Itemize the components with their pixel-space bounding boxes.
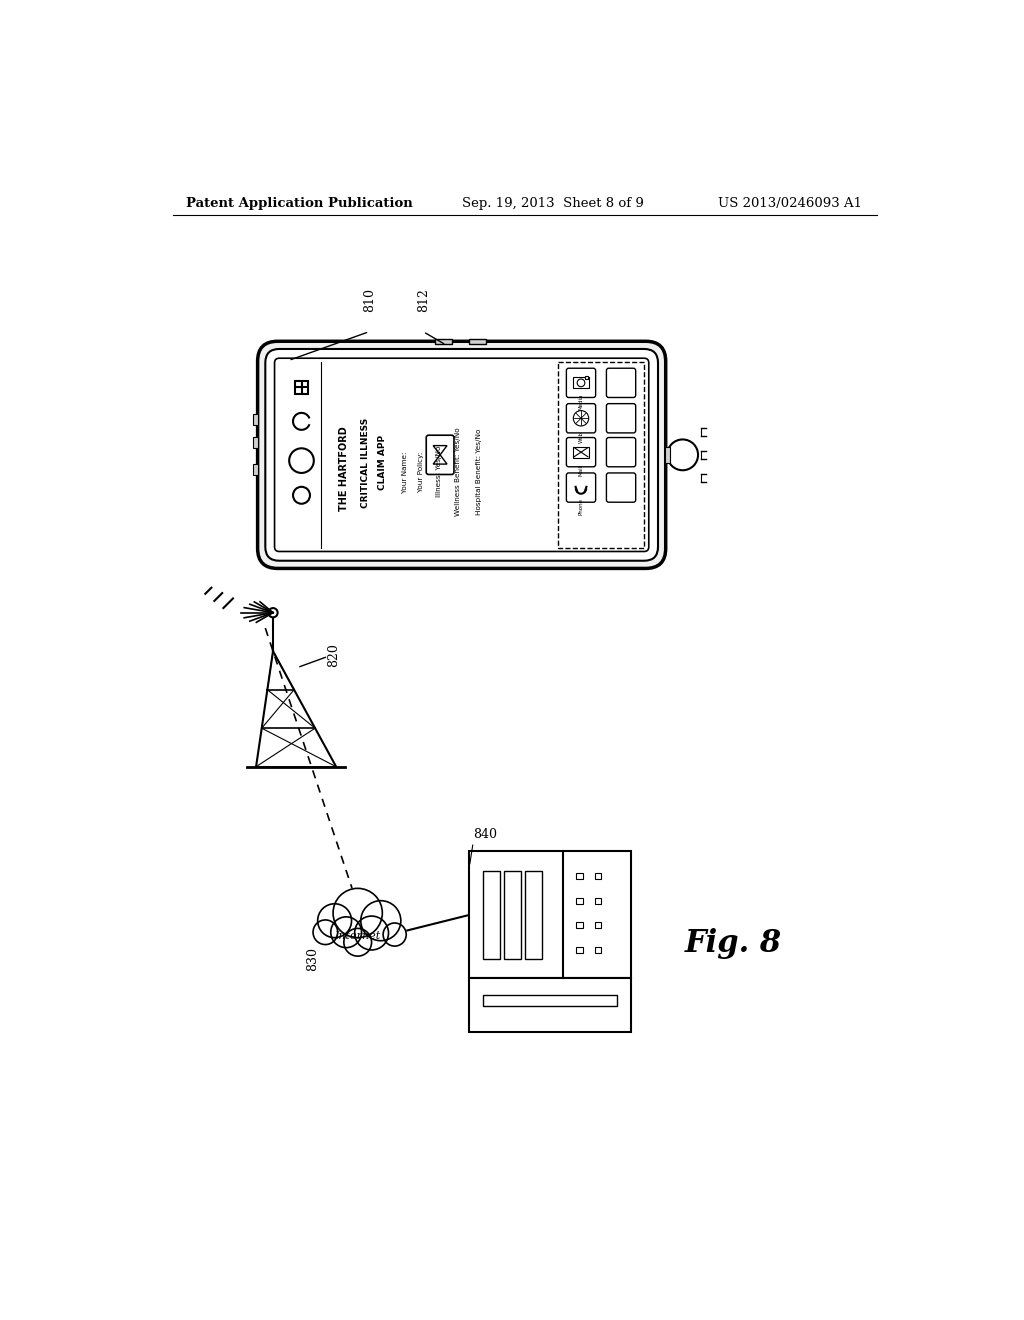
Text: 810: 810 <box>362 288 376 313</box>
FancyBboxPatch shape <box>265 348 658 561</box>
Text: US 2013/0246093 A1: US 2013/0246093 A1 <box>718 197 862 210</box>
Bar <box>295 380 308 395</box>
Bar <box>483 995 617 1006</box>
Bar <box>469 851 631 978</box>
FancyBboxPatch shape <box>566 368 596 397</box>
Text: Web: Web <box>579 430 584 442</box>
Text: 820: 820 <box>327 643 340 667</box>
Text: 812: 812 <box>417 289 430 313</box>
Text: CLAIM APP: CLAIM APP <box>378 436 387 490</box>
Text: Phone: Phone <box>579 498 584 515</box>
Bar <box>524 871 542 960</box>
Text: Media: Media <box>579 393 584 409</box>
Bar <box>253 414 258 425</box>
Text: Internet: Internet <box>335 931 381 941</box>
Circle shape <box>383 923 407 946</box>
Text: 830: 830 <box>306 948 318 972</box>
Bar <box>577 923 583 928</box>
Bar <box>253 437 258 447</box>
Circle shape <box>268 609 278 618</box>
FancyBboxPatch shape <box>426 436 454 474</box>
Bar <box>483 871 500 960</box>
Circle shape <box>313 920 338 945</box>
Circle shape <box>354 916 388 950</box>
FancyBboxPatch shape <box>566 473 596 502</box>
Text: Fig. 8: Fig. 8 <box>685 928 782 960</box>
Bar <box>573 446 589 458</box>
Bar <box>573 378 589 388</box>
Text: Illness: Yes/No: Illness: Yes/No <box>435 446 441 498</box>
Text: Patent Application Publication: Patent Application Publication <box>186 197 413 210</box>
FancyBboxPatch shape <box>274 358 649 552</box>
Text: Your Policy:: Your Policy: <box>418 451 424 492</box>
Circle shape <box>333 888 382 937</box>
Text: Sep. 19, 2013  Sheet 8 of 9: Sep. 19, 2013 Sheet 8 of 9 <box>462 197 643 210</box>
Bar <box>504 871 521 960</box>
Bar <box>577 898 583 904</box>
Bar <box>558 362 644 548</box>
FancyBboxPatch shape <box>606 473 636 502</box>
Text: THE HARTFORD: THE HARTFORD <box>339 426 349 511</box>
Circle shape <box>344 928 372 956</box>
Bar <box>469 978 631 1032</box>
Bar <box>595 898 601 904</box>
Bar <box>469 339 486 345</box>
Bar <box>253 465 258 475</box>
FancyBboxPatch shape <box>258 342 666 569</box>
Text: Mail: Mail <box>579 465 584 477</box>
Text: Wellness Benefit: Yes/No: Wellness Benefit: Yes/No <box>455 428 461 516</box>
Bar <box>665 447 671 462</box>
Bar <box>595 946 601 953</box>
FancyBboxPatch shape <box>566 404 596 433</box>
Text: Your Name:: Your Name: <box>402 451 409 492</box>
Circle shape <box>331 917 361 948</box>
Circle shape <box>317 904 351 937</box>
FancyBboxPatch shape <box>606 404 636 433</box>
Bar <box>435 339 452 345</box>
Bar <box>585 376 588 379</box>
Bar <box>595 873 601 879</box>
Bar <box>577 873 583 879</box>
Text: 840: 840 <box>473 828 498 841</box>
Bar <box>577 946 583 953</box>
FancyBboxPatch shape <box>606 437 636 467</box>
FancyBboxPatch shape <box>606 368 636 397</box>
Text: Hospital Benefit: Yes/No: Hospital Benefit: Yes/No <box>475 429 481 515</box>
Text: CRITICAL ILLNESS: CRITICAL ILLNESS <box>360 417 370 508</box>
Circle shape <box>360 900 400 941</box>
Bar <box>595 923 601 928</box>
FancyBboxPatch shape <box>566 437 596 467</box>
